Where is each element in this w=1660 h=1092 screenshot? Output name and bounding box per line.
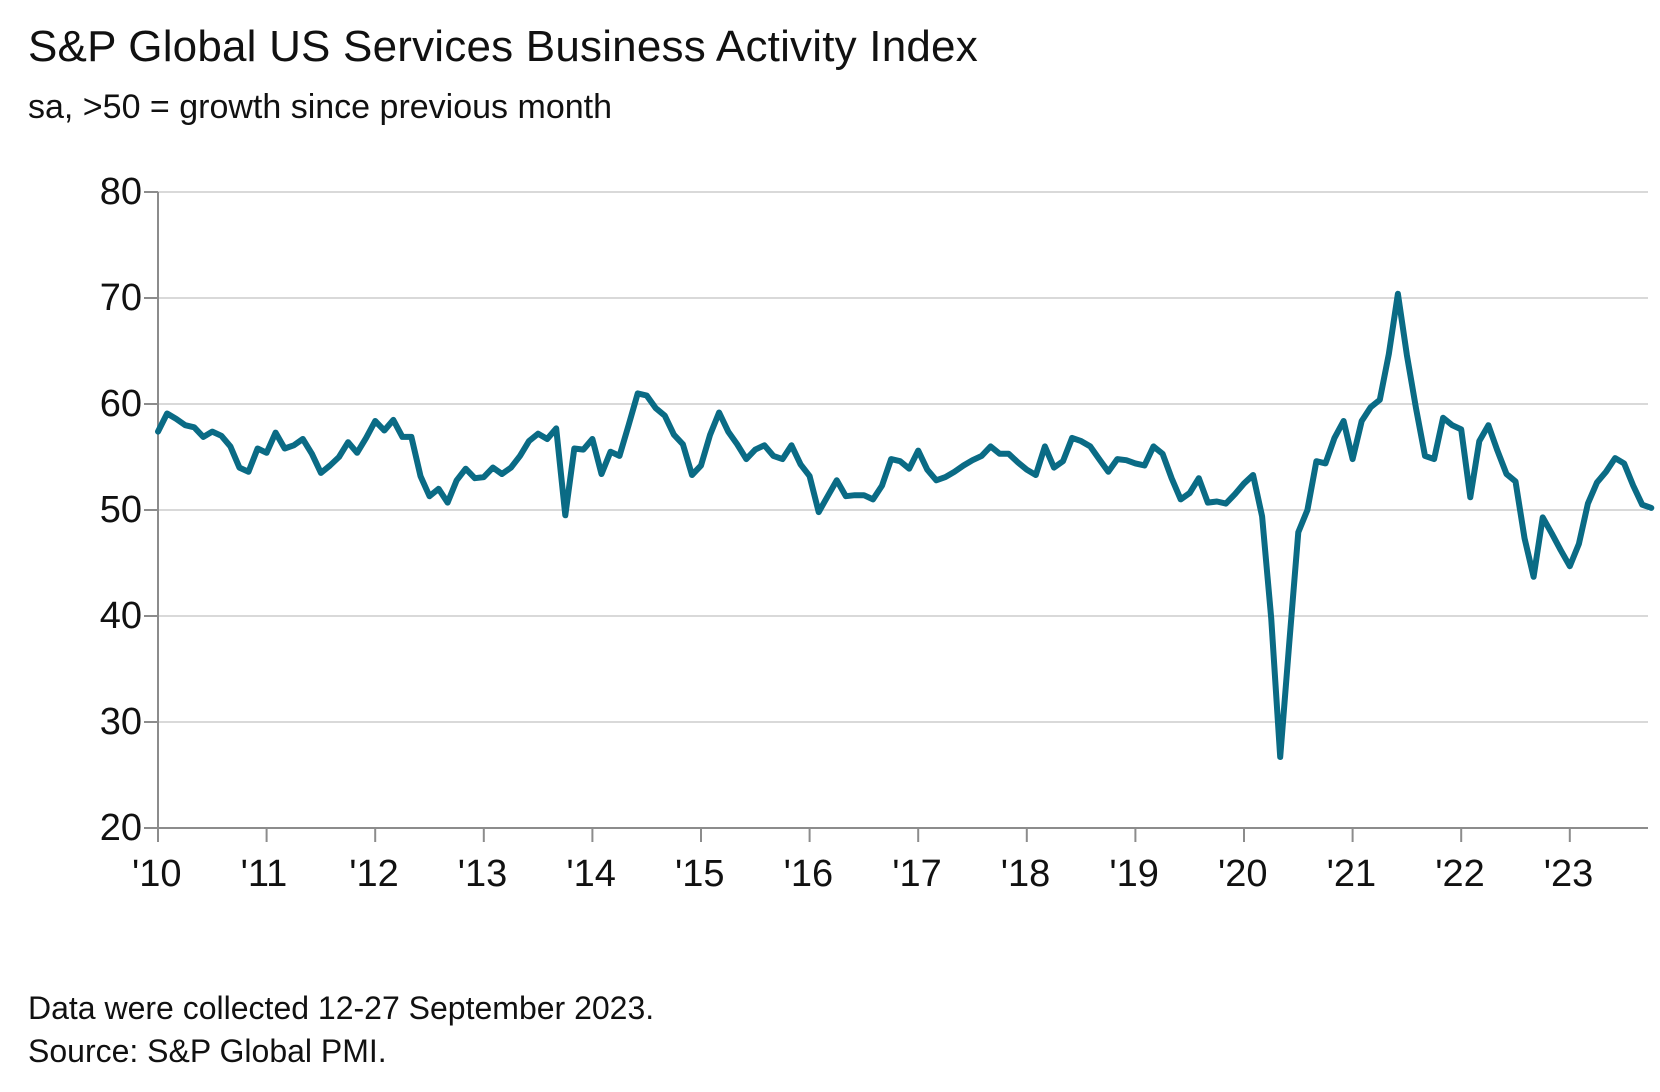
x-tick-label: '18 — [1001, 853, 1051, 895]
x-tick-label: '22 — [1435, 853, 1485, 895]
series-line-0 — [155, 290, 1655, 760]
x-tick-labels: '10 '11 '12 '13 '14 '15 '16 '17 '18 '19 '20 '21 '22 '… — [132, 828, 1593, 895]
y-tick-label: 30 — [100, 701, 142, 743]
axes — [157, 192, 1648, 829]
x-tick-label: '20 — [1218, 853, 1268, 895]
gridlines — [144, 191, 1648, 829]
x-tick-label: '11 — [241, 853, 288, 895]
chart-subtitle: sa, >50 = growth since previous month — [28, 88, 612, 126]
series-group — [155, 290, 1655, 760]
x-tick-label: '21 — [1327, 853, 1377, 895]
x-tick-label: '16 — [784, 853, 834, 895]
y-tick-labels: 80 70 60 50 40 30 20 — [100, 171, 142, 849]
x-tick-label: '15 — [675, 853, 725, 895]
x-tick-label: '23 — [1544, 853, 1594, 895]
y-tick-label: 60 — [100, 383, 142, 425]
x-tick-label: '14 — [566, 853, 616, 895]
footnote-source: Source: S&P Global PMI. — [28, 1033, 387, 1069]
y-tick-label: 70 — [100, 277, 142, 319]
x-tick-label: '17 — [892, 853, 942, 895]
chart-title: S&P Global US Services Business Activity… — [28, 22, 978, 71]
y-tick-label: 20 — [100, 807, 142, 849]
y-tick-label: 80 — [100, 171, 142, 213]
y-tick-label: 40 — [100, 595, 142, 637]
y-tick-label: 50 — [100, 489, 142, 531]
x-tick-label: '13 — [458, 853, 508, 895]
x-tick-label: '19 — [1109, 853, 1159, 895]
x-tick-label: '10 — [132, 853, 182, 895]
x-tick-label: '12 — [349, 853, 399, 895]
footnote-collection-dates: Data were collected 12-27 September 2023… — [28, 990, 655, 1026]
